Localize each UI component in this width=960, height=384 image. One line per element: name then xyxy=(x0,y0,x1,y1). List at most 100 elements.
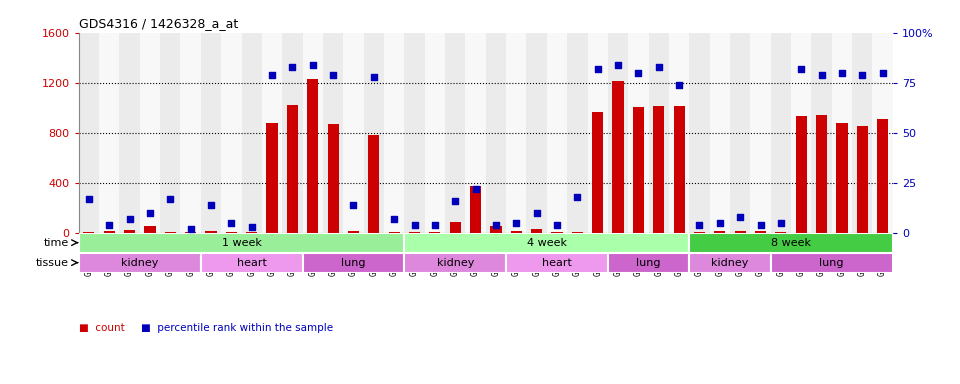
Point xyxy=(671,81,686,88)
Bar xyxy=(831,33,852,233)
Point xyxy=(814,71,829,78)
Bar xyxy=(734,232,746,233)
Point xyxy=(529,210,544,216)
Text: heart: heart xyxy=(542,258,572,268)
Point xyxy=(244,223,259,230)
Bar xyxy=(511,231,522,233)
Text: lung: lung xyxy=(820,258,844,268)
Text: heart: heart xyxy=(237,258,267,268)
Point xyxy=(447,197,463,204)
Bar xyxy=(653,106,664,233)
Bar xyxy=(144,227,156,233)
Point xyxy=(346,202,361,208)
Bar xyxy=(674,106,684,233)
Bar xyxy=(572,232,583,233)
Point xyxy=(183,225,199,232)
Bar xyxy=(307,79,319,233)
Bar xyxy=(466,33,486,233)
Bar xyxy=(429,232,441,233)
Point xyxy=(224,220,239,226)
Bar xyxy=(873,33,893,233)
Bar xyxy=(714,232,726,233)
Bar xyxy=(226,232,237,233)
Bar xyxy=(771,33,791,233)
Bar xyxy=(547,33,567,233)
Bar xyxy=(104,231,115,233)
Point xyxy=(875,70,890,76)
Point xyxy=(631,70,646,76)
Bar xyxy=(491,227,501,233)
Point xyxy=(590,66,606,72)
Point xyxy=(468,185,483,192)
Bar xyxy=(185,232,196,233)
Bar xyxy=(84,232,94,233)
Point xyxy=(407,222,422,228)
Text: 1 week: 1 week xyxy=(222,238,261,248)
Point xyxy=(489,222,504,228)
Bar xyxy=(608,253,689,273)
Bar xyxy=(791,33,811,233)
Bar xyxy=(608,33,628,233)
Text: 8 week: 8 week xyxy=(771,238,811,248)
Bar xyxy=(267,122,277,233)
Bar xyxy=(364,33,384,233)
Point xyxy=(834,70,850,76)
Bar xyxy=(506,33,526,233)
Point xyxy=(509,220,524,226)
Bar xyxy=(369,134,379,233)
Bar xyxy=(689,33,709,233)
Point xyxy=(122,215,137,222)
Bar xyxy=(323,33,344,233)
Bar xyxy=(445,33,466,233)
Point xyxy=(264,71,279,78)
Point xyxy=(692,222,708,228)
Point xyxy=(325,71,341,78)
Bar xyxy=(776,232,786,233)
Bar xyxy=(302,253,404,273)
Bar xyxy=(140,33,160,233)
Bar xyxy=(811,33,831,233)
Bar xyxy=(327,124,339,233)
Bar xyxy=(796,116,806,233)
Bar xyxy=(160,33,180,233)
Point xyxy=(753,222,768,228)
Bar xyxy=(470,186,481,233)
Bar xyxy=(404,253,506,273)
Bar xyxy=(79,233,404,253)
Text: kidney: kidney xyxy=(437,258,474,268)
Text: lung: lung xyxy=(636,258,660,268)
Bar xyxy=(201,253,302,273)
Bar xyxy=(612,81,624,233)
Point xyxy=(732,214,748,220)
Text: ■  count: ■ count xyxy=(79,323,125,333)
Bar xyxy=(165,232,176,233)
Point xyxy=(102,222,117,228)
Text: kidney: kidney xyxy=(121,258,158,268)
Bar xyxy=(201,33,221,233)
Bar xyxy=(344,33,364,233)
Point xyxy=(569,194,585,200)
Point xyxy=(651,64,666,70)
Bar xyxy=(689,253,771,273)
Bar xyxy=(551,232,563,233)
Bar xyxy=(531,228,542,233)
Bar xyxy=(694,232,705,233)
Bar xyxy=(506,253,608,273)
Bar xyxy=(242,33,262,233)
Bar xyxy=(389,232,399,233)
Point xyxy=(712,220,728,226)
Bar xyxy=(205,231,217,233)
Bar xyxy=(246,232,257,233)
Point xyxy=(204,202,219,208)
Bar xyxy=(856,126,868,233)
Bar xyxy=(689,233,893,253)
Point xyxy=(611,61,626,68)
Point xyxy=(142,210,157,216)
Point xyxy=(366,74,381,80)
Text: ■  percentile rank within the sample: ■ percentile rank within the sample xyxy=(141,323,333,333)
Bar xyxy=(669,33,689,233)
Text: lung: lung xyxy=(341,258,366,268)
Bar xyxy=(709,33,730,233)
Bar xyxy=(404,33,424,233)
Bar xyxy=(221,33,242,233)
